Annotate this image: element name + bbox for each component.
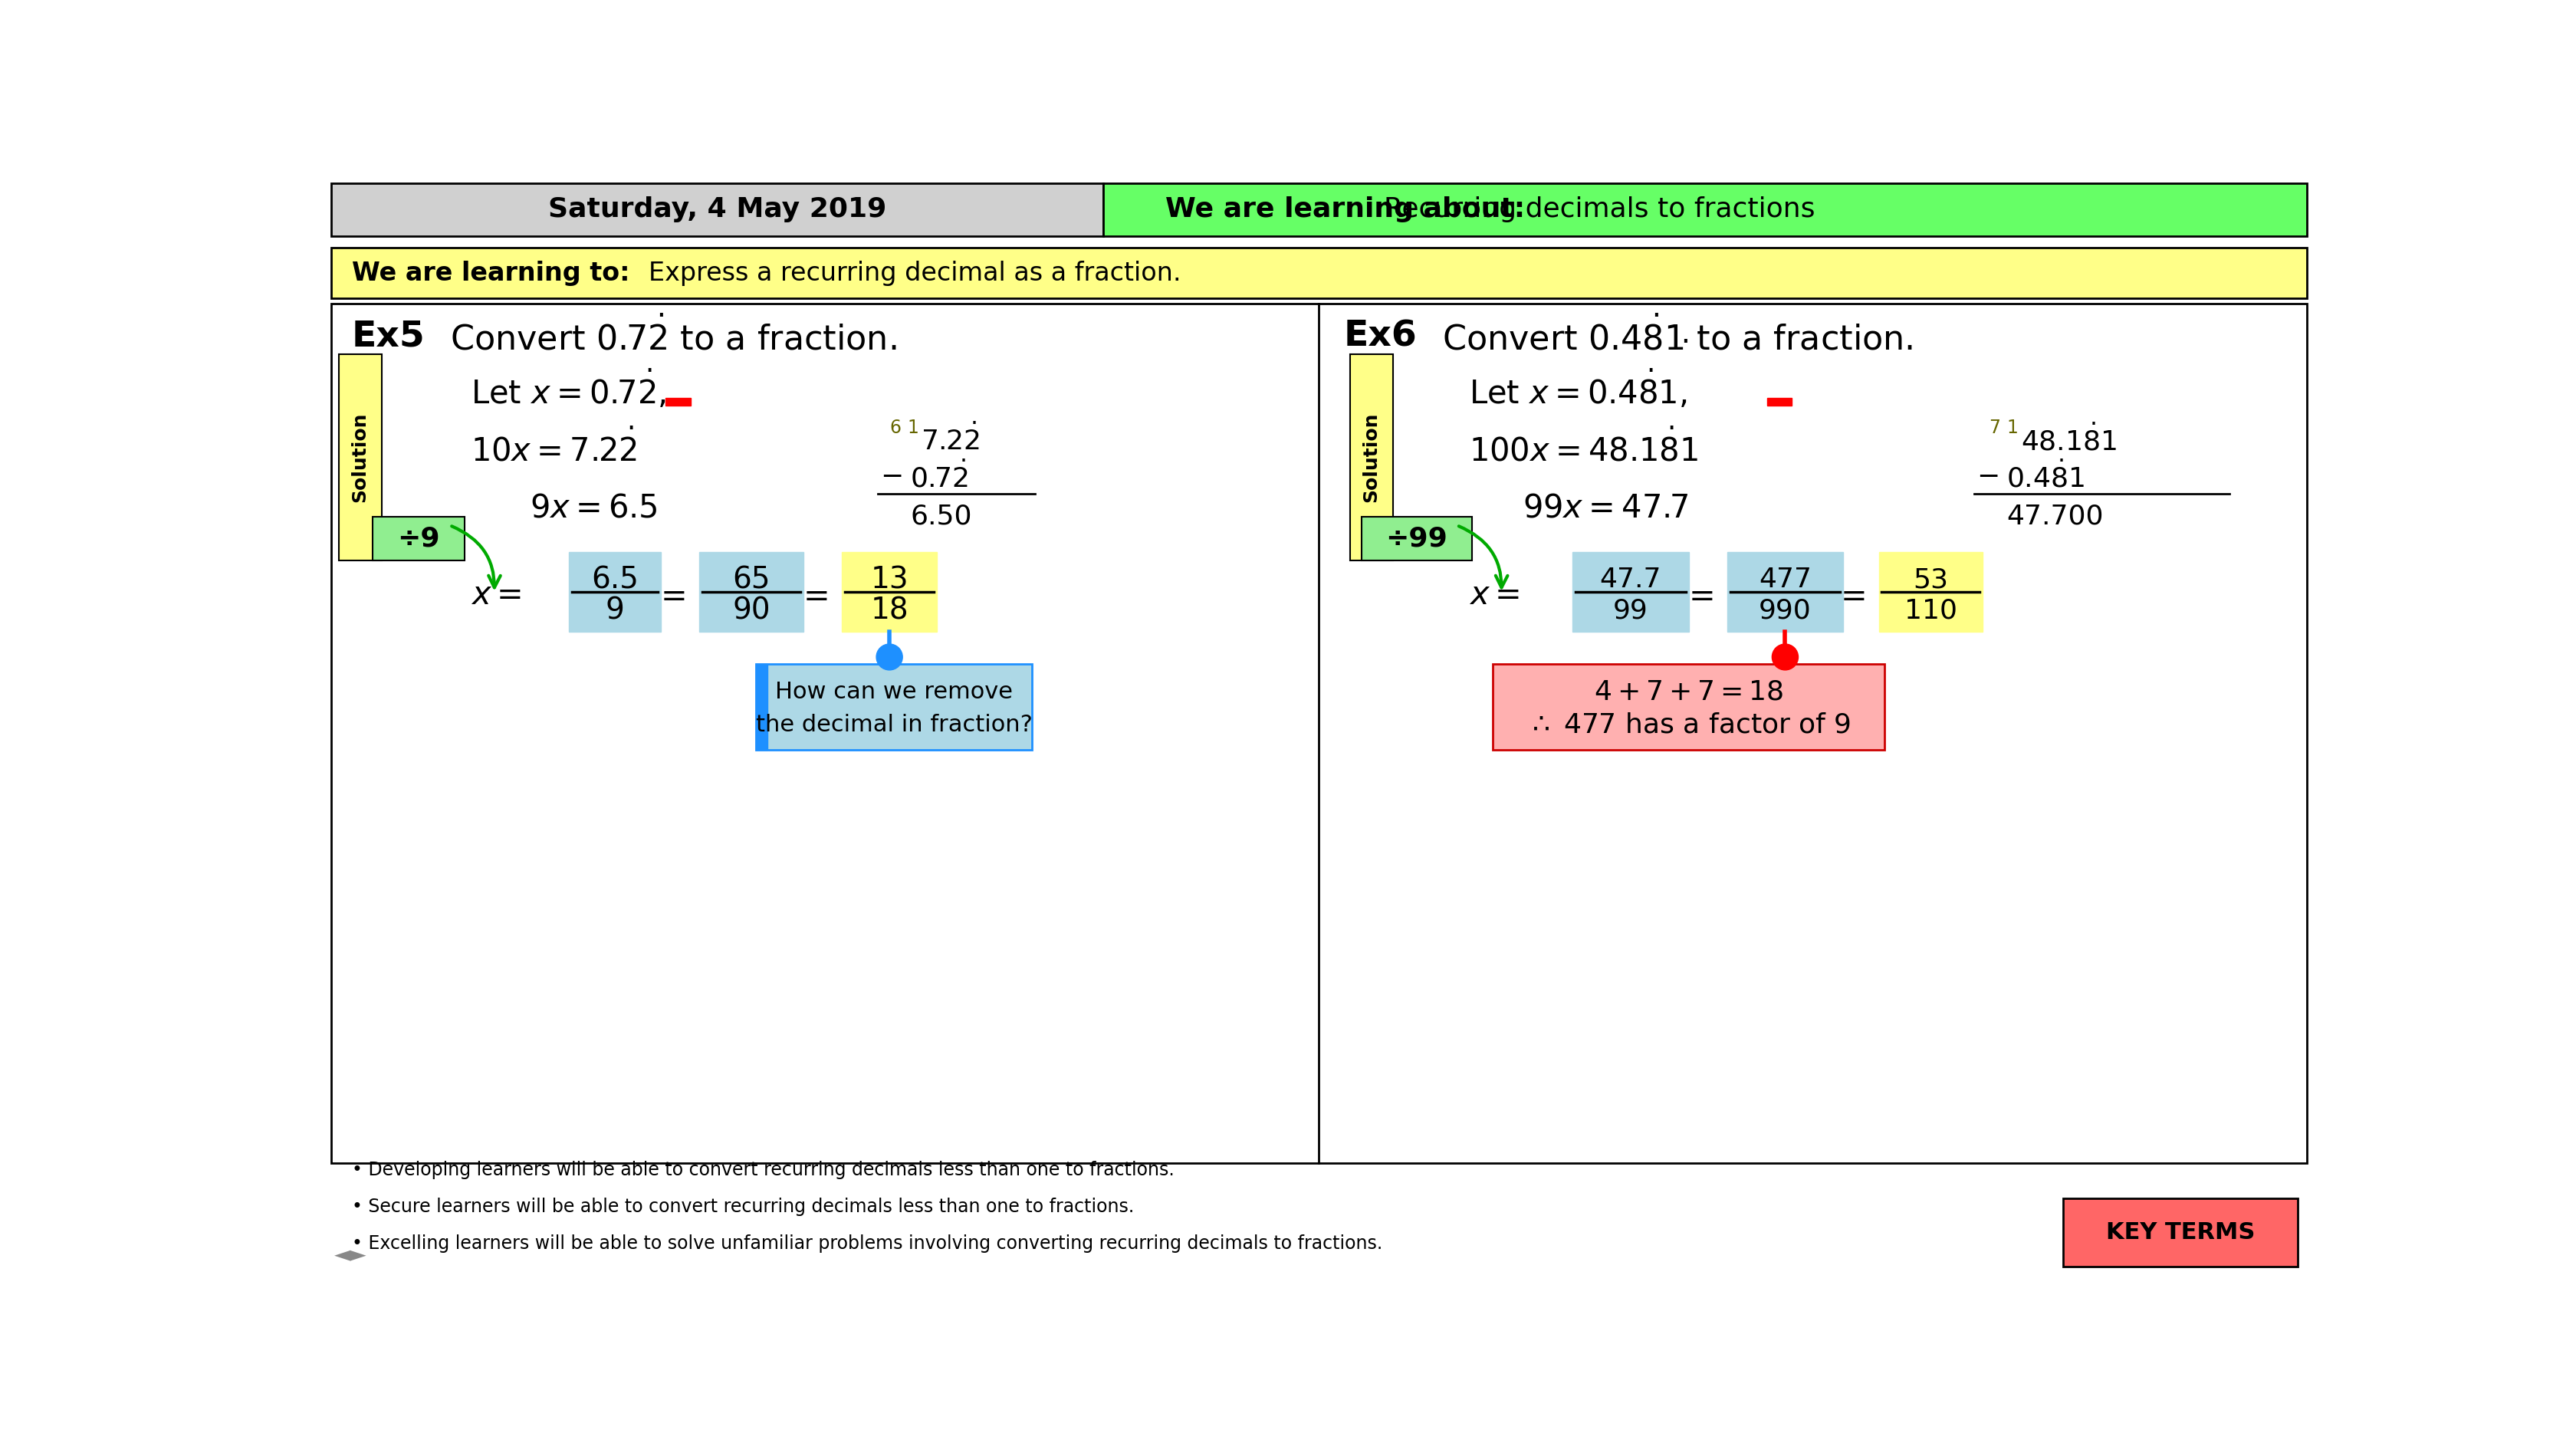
FancyBboxPatch shape (1574, 552, 1690, 632)
Text: We are learning about:: We are learning about: (1167, 197, 1525, 223)
Text: 990: 990 (1759, 599, 1811, 625)
Text: 99: 99 (1613, 599, 1649, 625)
Text: 9: 9 (605, 596, 623, 626)
Text: • Secure learners will be able to convert recurring decimals less than one to fr: • Secure learners will be able to conver… (353, 1197, 1133, 1216)
Text: Ex6: Ex6 (1345, 320, 1417, 354)
FancyBboxPatch shape (698, 552, 804, 632)
Text: $100x = 48.1\dot{8}1$: $100x = 48.1\dot{8}1$ (1468, 429, 1698, 469)
Circle shape (1772, 643, 1798, 669)
FancyBboxPatch shape (665, 398, 690, 405)
Text: 6.5: 6.5 (590, 565, 639, 594)
Text: 477: 477 (1759, 567, 1811, 593)
Text: Ex5: Ex5 (353, 320, 425, 354)
Text: 47.7: 47.7 (1600, 567, 1662, 593)
FancyBboxPatch shape (1492, 664, 1886, 749)
Text: • Developing learners will be able to convert recurring decimals less than one t: • Developing learners will be able to co… (353, 1161, 1175, 1180)
FancyBboxPatch shape (842, 552, 938, 632)
Text: 1: 1 (907, 419, 920, 437)
Text: 18: 18 (871, 596, 909, 626)
FancyBboxPatch shape (337, 354, 381, 561)
Text: How can we remove: How can we remove (775, 681, 1012, 703)
Text: $x = $: $x = $ (1468, 578, 1520, 612)
FancyBboxPatch shape (1103, 184, 2306, 236)
Text: 65: 65 (732, 565, 770, 594)
Text: 7: 7 (1989, 419, 1999, 437)
FancyBboxPatch shape (1726, 552, 1842, 632)
Text: 48.1$\dot{8}$1: 48.1$\dot{8}$1 (2022, 424, 2117, 455)
FancyBboxPatch shape (1878, 552, 1984, 632)
Text: −: − (881, 464, 904, 490)
Text: 7.2$\dot{2}$: 7.2$\dot{2}$ (922, 424, 979, 455)
Text: 0.7$\dot{2}$: 0.7$\dot{2}$ (909, 461, 969, 493)
FancyBboxPatch shape (1767, 398, 1793, 405)
FancyBboxPatch shape (755, 664, 768, 749)
Text: KEY TERMS: KEY TERMS (2105, 1222, 2254, 1244)
Text: $9x = 6.5$: $9x = 6.5$ (531, 492, 657, 523)
Text: Let $x = 0.7\dot{2},$: Let $x = 0.7\dot{2},$ (471, 369, 665, 411)
Text: Recurring decimals to fractions: Recurring decimals to fractions (1383, 197, 1816, 223)
Text: 47.700: 47.700 (2007, 503, 2105, 529)
Text: Express a recurring decimal as a fraction.: Express a recurring decimal as a fractio… (649, 260, 1182, 286)
Text: $=$: $=$ (1834, 578, 1865, 612)
Text: 6.50: 6.50 (909, 503, 971, 529)
Text: $=$: $=$ (1682, 578, 1713, 612)
Text: the decimal in fraction?: the decimal in fraction? (755, 714, 1033, 736)
Text: Solution: Solution (350, 412, 368, 503)
Text: 13: 13 (871, 565, 909, 594)
Text: Saturday, 4 May 2019: Saturday, 4 May 2019 (549, 197, 886, 223)
Text: 53: 53 (1914, 567, 1947, 593)
FancyBboxPatch shape (330, 247, 2306, 298)
Text: ÷99: ÷99 (1386, 526, 1448, 552)
Text: $x = $: $x = $ (471, 578, 520, 612)
Text: ◄►: ◄► (335, 1244, 366, 1265)
FancyBboxPatch shape (755, 664, 1033, 749)
Text: 1: 1 (2007, 419, 2017, 437)
FancyBboxPatch shape (330, 304, 2306, 1163)
FancyArrowPatch shape (451, 526, 500, 587)
Text: −: − (1976, 464, 1999, 490)
Text: Convert 0.7$\dot{2}$ to a fraction.: Convert 0.7$\dot{2}$ to a fraction. (451, 317, 896, 357)
FancyBboxPatch shape (1363, 516, 1471, 561)
Text: • Excelling learners will be able to solve unfamiliar problems involving convert: • Excelling learners will be able to sol… (353, 1233, 1383, 1252)
FancyBboxPatch shape (1350, 354, 1394, 561)
Text: $=$: $=$ (796, 578, 827, 612)
Circle shape (876, 643, 902, 669)
Text: We are learning to:: We are learning to: (353, 260, 629, 286)
Text: 0.4$\dot{8}$1: 0.4$\dot{8}$1 (2007, 461, 2084, 493)
Text: Let $x = 0.4\dot{8}1,$: Let $x = 0.4\dot{8}1,$ (1468, 369, 1687, 411)
FancyBboxPatch shape (2063, 1199, 2298, 1267)
Text: Convert 0.4$\dot{8}$1$\dot{}$ to a fraction.: Convert 0.4$\dot{8}$1$\dot{}$ to a fract… (1443, 317, 1914, 357)
Text: 110: 110 (1904, 599, 1958, 625)
Text: $=$: $=$ (654, 578, 685, 612)
FancyBboxPatch shape (374, 516, 464, 561)
Text: 6: 6 (889, 419, 902, 437)
Text: 90: 90 (732, 596, 770, 626)
FancyBboxPatch shape (569, 552, 659, 632)
Text: Solution: Solution (1363, 412, 1381, 503)
Text: $4 + 7 + 7 = 18$: $4 + 7 + 7 = 18$ (1595, 678, 1783, 704)
Text: $\therefore$ 477 has a factor of 9: $\therefore$ 477 has a factor of 9 (1528, 711, 1850, 737)
Text: $99x = 47.7$: $99x = 47.7$ (1522, 492, 1687, 523)
FancyBboxPatch shape (330, 184, 1103, 236)
Text: ÷9: ÷9 (397, 526, 440, 552)
Text: $10x = 7.2\dot{2}$: $10x = 7.2\dot{2}$ (471, 429, 636, 469)
FancyArrowPatch shape (1458, 526, 1507, 587)
